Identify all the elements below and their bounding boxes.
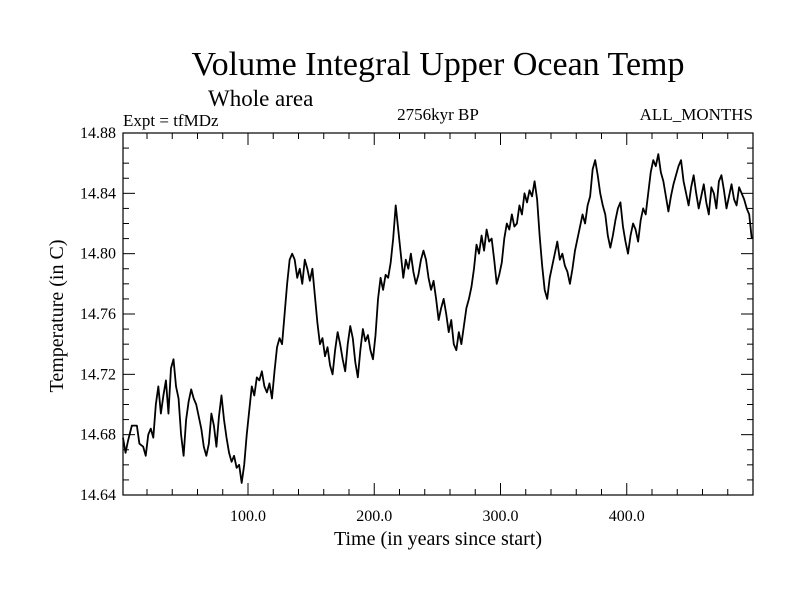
x-tick-label: 100.0 [230, 508, 266, 525]
y-axis-label: Temperature (in C) [46, 240, 68, 393]
x-axis-label: Time (in years since start) [334, 528, 542, 550]
chart-title: Volume Integral Upper Ocean Temp [192, 46, 685, 83]
temperature-series-line [122, 153, 753, 484]
period-label: 2756kyr BP [397, 105, 479, 124]
y-tick-label: 14.84 [80, 185, 116, 202]
experiment-label: Expt = tfMDz [123, 111, 219, 130]
y-tick-label: 14.68 [80, 427, 116, 444]
y-tick-label: 14.80 [80, 246, 116, 263]
y-tick-label: 14.88 [80, 125, 116, 142]
x-tick-label: 400.0 [609, 508, 645, 525]
chart-subtitle: Whole area [208, 86, 313, 111]
y-tick-label: 14.64 [80, 487, 116, 504]
months-label: ALL_MONTHS [640, 105, 753, 124]
x-tick-label: 300.0 [482, 508, 518, 525]
y-tick-label: 14.72 [80, 366, 116, 383]
y-tick-label: 14.76 [80, 306, 116, 323]
x-tick-label: 200.0 [356, 508, 392, 525]
